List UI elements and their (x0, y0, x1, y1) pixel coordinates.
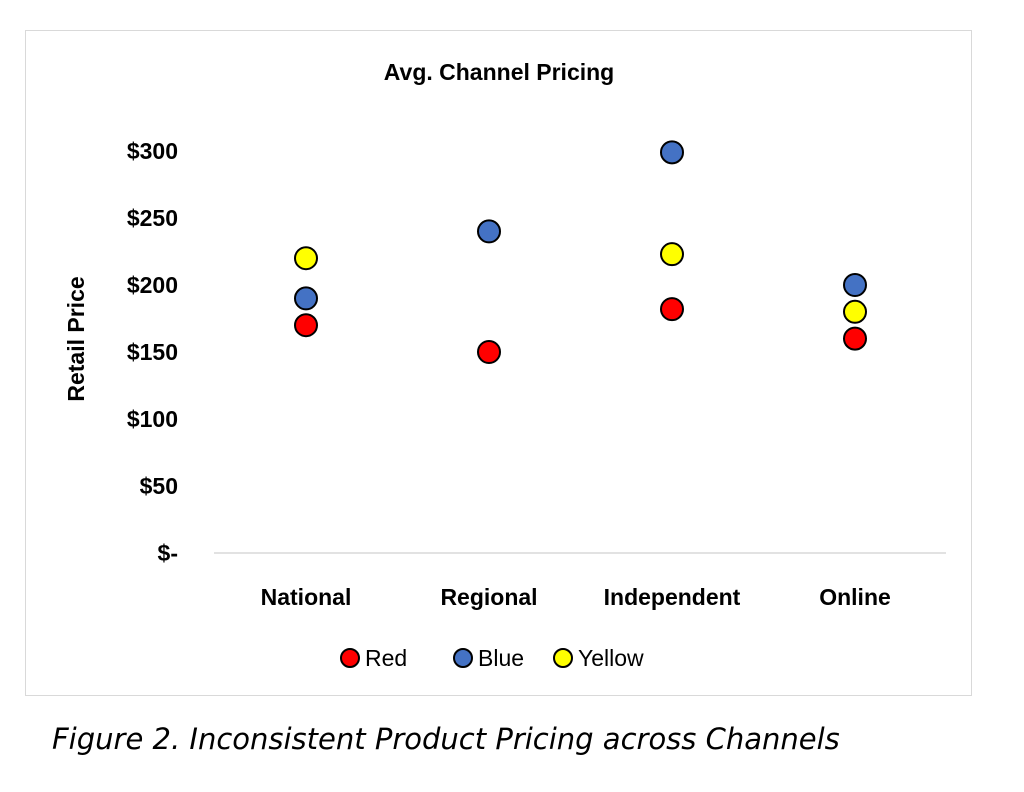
y-tick-label: $100 (127, 406, 178, 432)
data-point-yellow (660, 242, 684, 267)
x-category-label: Regional (440, 584, 537, 610)
data-point-red (843, 326, 867, 351)
y-tick-label: $300 (127, 138, 178, 164)
y-tick-labels: $- $50 $100 $150 $200 $250 $300 (127, 138, 178, 566)
chart-frame: Avg. Channel Pricing Retail Price $- $50 $… (25, 30, 972, 696)
x-category-label: National (261, 584, 352, 610)
data-point-red (294, 313, 318, 338)
data-point-red (477, 340, 501, 364)
y-tick-label: $150 (127, 339, 178, 365)
data-point-blue (660, 140, 684, 165)
x-category-label: Online (819, 584, 891, 610)
legend-marker-blue (453, 648, 473, 668)
legend-marker-yellow (553, 648, 573, 668)
figure-caption: Figure 2. Inconsistent Product Pricing a… (52, 722, 840, 756)
x-tick-labels: National Regional Independent Online (261, 584, 891, 610)
y-tick-label: $250 (127, 205, 178, 231)
legend-marker-red (340, 648, 360, 668)
data-point-blue (843, 273, 867, 297)
legend-label-red: Red (365, 645, 407, 671)
data-point-yellow (294, 246, 318, 271)
scatter-chart: Avg. Channel Pricing Retail Price $-$50$… (63, 59, 946, 671)
data-point-blue (477, 219, 501, 244)
data-point-yellow (843, 299, 867, 324)
legend-label-yellow: Yellow (578, 645, 644, 671)
x-category-label: Independent (604, 584, 741, 610)
y-tick-label: $50 (140, 473, 178, 499)
data-points (294, 140, 867, 364)
data-point-red (660, 297, 684, 322)
data-point-blue (294, 286, 318, 311)
chart-title: Avg. Channel Pricing (384, 59, 614, 85)
y-axis-label: Retail Price (63, 276, 89, 401)
legend-label-blue: Blue (478, 645, 524, 671)
y-tick-label: $200 (127, 272, 178, 298)
legend: Red Blue Yellow (340, 645, 644, 671)
y-tick-label: $- (158, 540, 178, 566)
